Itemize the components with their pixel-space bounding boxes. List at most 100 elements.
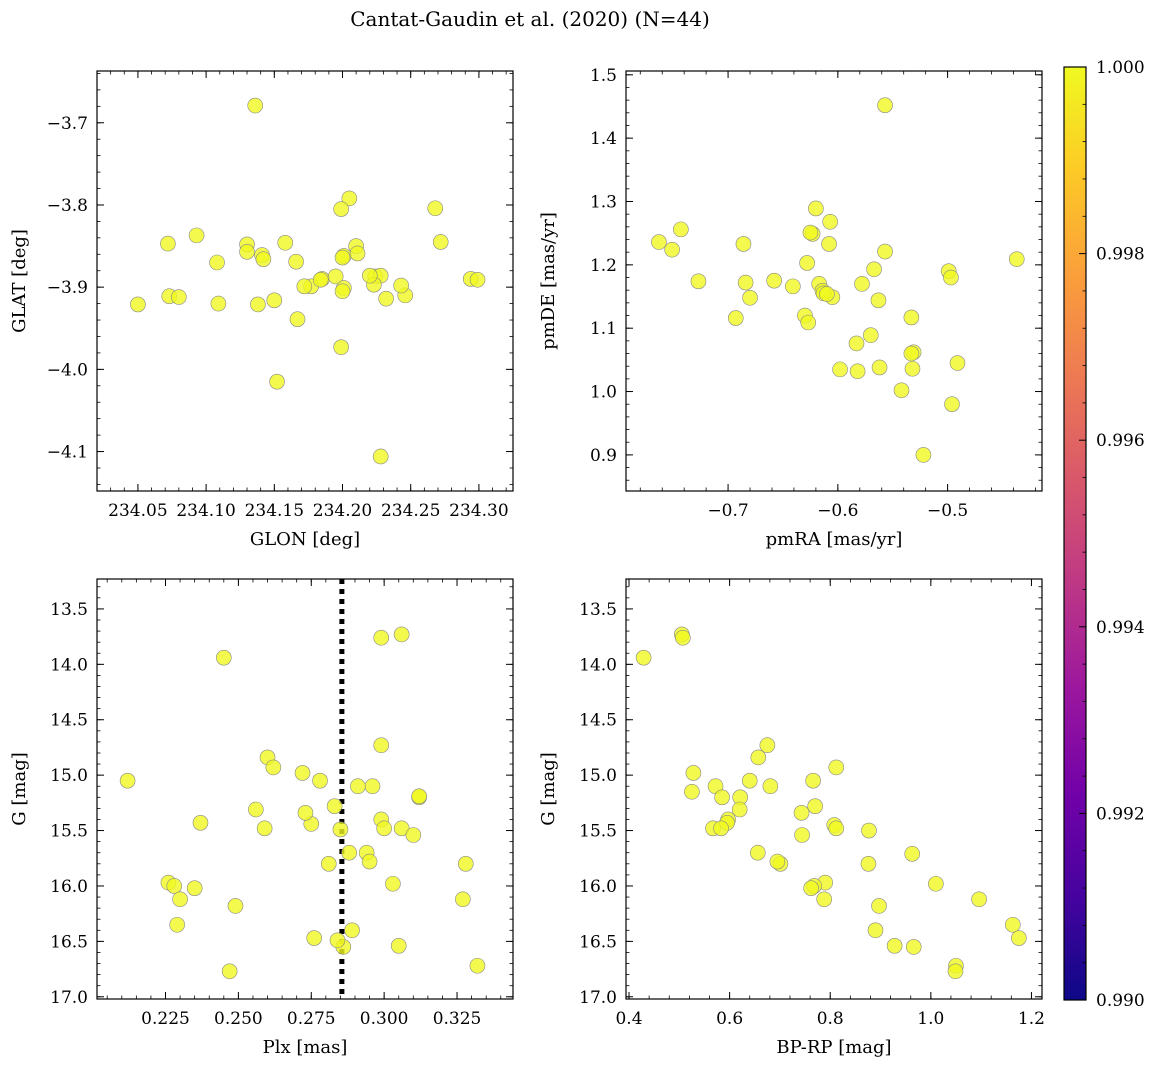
x-tick-label: −0.6 [817, 501, 858, 521]
data-point [903, 345, 920, 362]
axes-frame [625, 70, 1043, 492]
data-point [805, 772, 821, 789]
data-layer [651, 97, 1025, 463]
data-point [794, 827, 810, 843]
data-point [209, 254, 225, 271]
data-point [188, 227, 205, 244]
x-tick-label: 1.0 [917, 1009, 944, 1029]
y-tick-label: 17.0 [579, 988, 617, 1008]
data-point [186, 880, 203, 896]
data-point [327, 268, 344, 285]
data-point [762, 778, 779, 795]
data-point [793, 805, 810, 821]
data-point [119, 772, 136, 789]
data-point [713, 820, 729, 837]
y-axis-label: GLAT [deg] [9, 229, 30, 333]
y-tick-label: 17.0 [50, 988, 88, 1008]
y-tick-label: 1.0 [590, 383, 617, 403]
x-axis-label: Plx [mas] [263, 1037, 348, 1058]
data-point [266, 292, 283, 309]
data-point [949, 355, 966, 371]
data-point [635, 649, 652, 666]
data-point [288, 253, 304, 270]
y-tick-label: 14.5 [579, 711, 617, 731]
y-tick-label: 1.5 [590, 66, 617, 86]
data-point [364, 778, 381, 795]
data-point [269, 373, 285, 390]
data-point [808, 200, 824, 217]
data-point [255, 251, 272, 268]
data-point [832, 361, 848, 378]
data-point [861, 822, 877, 839]
data-point [819, 286, 835, 302]
data-point [821, 236, 837, 252]
data-point [469, 957, 486, 974]
data-point [785, 278, 801, 295]
data-point [326, 798, 343, 814]
data-point [903, 309, 920, 326]
data-point [250, 296, 266, 313]
data-point [334, 249, 351, 266]
data-point [361, 853, 378, 870]
x-axis-label: GLON [deg] [250, 529, 360, 550]
x-tick-label: 0.225 [141, 1009, 190, 1029]
data-point [166, 878, 183, 894]
data-point [341, 190, 358, 207]
data-point [685, 765, 702, 781]
data-point [216, 649, 232, 666]
x-tick-label: 0.250 [214, 1009, 263, 1029]
y-axis-label: G [mag] [9, 752, 30, 825]
figure-title: Cantat-Gaudin et al. (2020) (N=44) [350, 7, 710, 31]
data-point [759, 737, 776, 754]
scatter-panel-3: 0.225 0.250 0.275 0.300 0.325 13.5 14.0 14.5 15.… [9, 578, 514, 1058]
data-point [1011, 930, 1027, 946]
data-point [169, 916, 185, 933]
y-tick-label: 15.0 [579, 766, 617, 786]
data-point [171, 289, 187, 305]
data-point [312, 772, 328, 789]
y-tick-label: 13.5 [579, 600, 617, 620]
data-point [432, 234, 449, 250]
data-point [341, 844, 357, 861]
data-point [971, 891, 987, 908]
data-point [735, 236, 752, 252]
data-point [749, 844, 766, 861]
x-tick-label: 0.8 [817, 1009, 844, 1029]
y-axis-label: pmDE [mas/yr] [538, 212, 559, 350]
y-tick-label: 0.9 [590, 446, 617, 466]
axes-frame [625, 578, 1043, 1000]
y-tick-label: 13.5 [50, 600, 88, 620]
colorbar-tick-label: 0.998 [1096, 245, 1145, 265]
scatter-panel-1: 234.05 234.10 234.15 234.20 234.25 234.30 −3.7… [9, 70, 514, 550]
data-point [871, 898, 887, 914]
data-point [130, 296, 146, 313]
data-point [333, 201, 349, 217]
data-point [904, 846, 921, 862]
y-tick-label: −3.9 [47, 278, 88, 298]
x-tick-label: 0.275 [287, 1009, 336, 1029]
data-point [312, 271, 329, 288]
colorbar-tick-label: 0.996 [1096, 431, 1145, 451]
data-point [297, 805, 314, 821]
data-point [393, 820, 410, 837]
data-point [1008, 251, 1025, 267]
colorbar-gradient [1063, 66, 1087, 1001]
data-point [849, 363, 866, 380]
data-point [877, 97, 893, 114]
y-tick-label: 15.5 [50, 822, 88, 842]
data-point [248, 801, 264, 818]
data-point [684, 783, 700, 800]
data-point [294, 765, 311, 781]
x-tick-label: 234.30 [449, 501, 508, 521]
data-point [334, 283, 351, 300]
x-axis-label: BP-RP [mag] [776, 1037, 891, 1058]
data-layer [119, 579, 486, 999]
data-layer [130, 97, 486, 465]
y-tick-label: 16.0 [579, 877, 617, 897]
x-tick-label: −0.7 [707, 501, 748, 521]
x-tick-label: −0.5 [927, 501, 968, 521]
data-point [332, 821, 349, 838]
data-point [296, 278, 313, 295]
data-point [378, 290, 394, 307]
